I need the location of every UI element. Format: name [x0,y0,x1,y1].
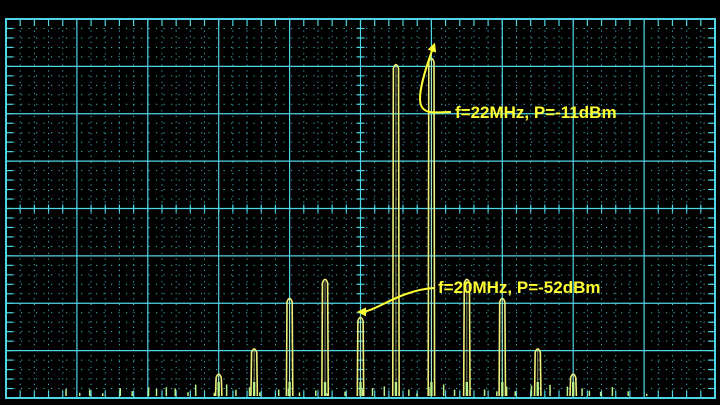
peak [391,63,400,397]
peak [462,278,471,397]
peak [356,316,365,397]
peak [533,348,542,397]
peak [569,373,578,397]
peak [285,297,294,397]
annotations: f=22MHz, P=-11dBm f=20MHz, P=-52dBm [357,42,617,317]
annotation-label-22mhz: f=22MHz, P=-11dBm [455,103,617,122]
annotation-arrow-20mhz [357,287,435,317]
peak [498,297,507,397]
annotation-label-20mhz: f=20MHz, P=-52dBm [438,278,601,297]
peak [214,373,223,397]
peak [321,278,330,397]
annotation-arrow-22mhz [419,42,452,114]
peak [250,348,259,397]
spectrum-trace [65,57,648,397]
